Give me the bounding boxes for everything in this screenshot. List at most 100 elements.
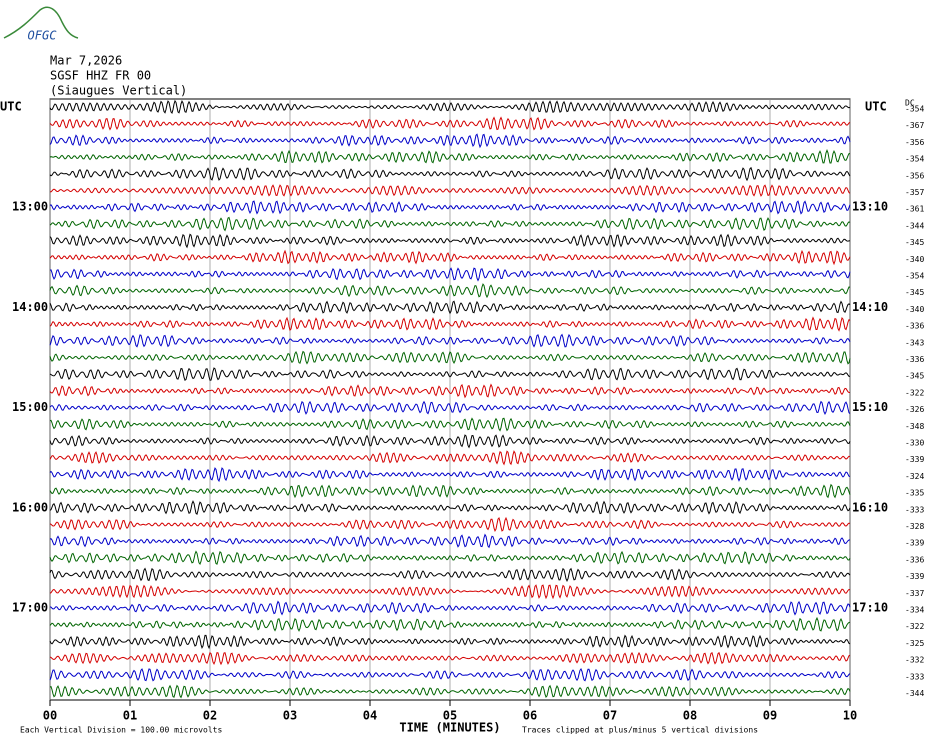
dc-offset: -334 (905, 606, 924, 615)
dc-offset: -345 (905, 372, 924, 381)
trace (49, 567, 851, 582)
dc-offset: -326 (905, 405, 924, 414)
dc-offset: -333 (905, 672, 924, 681)
x-tick-label: 08 (683, 709, 697, 723)
x-tick-label: 09 (763, 709, 777, 723)
right-utc: UTC (865, 100, 887, 114)
left-time: 16:00 (12, 500, 48, 514)
logo: OFGC (28, 29, 58, 43)
left-time: 15:00 (12, 400, 48, 414)
trace (49, 149, 850, 164)
trace (49, 500, 851, 515)
dc-offset: -348 (905, 422, 924, 431)
trace (49, 616, 851, 632)
trace (49, 200, 851, 215)
clip-note: Traces clipped at plus/minus 5 vertical … (522, 726, 758, 735)
x-tick-label: 06 (523, 709, 537, 723)
dc-offset: -354 (905, 105, 924, 114)
trace (49, 417, 851, 432)
x-tick-label: 00 (43, 709, 57, 723)
dc-offset: -339 (905, 455, 924, 464)
dc-offset: -328 (905, 522, 924, 531)
trace (49, 116, 851, 131)
trace (49, 316, 851, 332)
left-time: 14:00 (12, 300, 48, 314)
trace (49, 483, 851, 499)
dc-offset: -332 (905, 656, 924, 665)
dc-offset: -322 (905, 622, 924, 631)
dc-offset: -354 (905, 155, 924, 164)
dc-offset: -345 (905, 288, 924, 297)
x-tick-label: 07 (603, 709, 617, 723)
trace (49, 249, 851, 266)
trace (49, 350, 851, 365)
x-tick-label: 04 (363, 709, 377, 723)
dc-offset: -337 (905, 589, 924, 598)
right-time: 13:10 (852, 200, 888, 214)
dc-offset: -330 (905, 439, 924, 448)
dc-offset: -336 (905, 355, 924, 364)
right-time: 16:10 (852, 500, 888, 514)
location: (Siaugues Vertical) (50, 84, 187, 98)
trace (49, 99, 851, 115)
dc-offset: -339 (905, 572, 924, 581)
date: Mar 7,2026 (50, 54, 122, 68)
trace (49, 634, 851, 650)
dc-offset: -340 (905, 255, 924, 264)
dc-offset: -344 (905, 221, 924, 230)
trace (49, 668, 851, 682)
trace (49, 184, 851, 197)
logo-mark (3, 6, 79, 39)
trace (49, 267, 851, 282)
right-time: 17:10 (852, 601, 888, 615)
trace (49, 434, 851, 449)
right-time: 15:10 (852, 400, 888, 414)
x-tick-label: 01 (123, 709, 137, 723)
x-tick-label: 03 (283, 709, 297, 723)
scale-note: Each Vertical Division = 100.00 microvol… (20, 726, 222, 735)
dc-offset: -356 (905, 171, 924, 180)
trace (49, 166, 851, 182)
dc-offset: -339 (905, 539, 924, 548)
x-tick-label: 02 (203, 709, 217, 723)
dc-offset: -344 (905, 689, 924, 698)
dc-offset: -357 (905, 188, 924, 197)
dc-offset: -356 (905, 138, 924, 147)
dc-offset: -345 (905, 238, 924, 247)
trace (49, 550, 851, 565)
dc-offset: -367 (905, 121, 924, 130)
dc-label: DC (905, 99, 915, 108)
trace (49, 467, 851, 483)
trace (49, 584, 851, 600)
trace (49, 600, 851, 616)
right-time: 14:10 (852, 300, 888, 314)
trace (49, 367, 851, 381)
dc-offset: -343 (905, 338, 924, 347)
dc-offset: -325 (905, 639, 924, 648)
trace (49, 651, 851, 666)
left-time: 13:00 (12, 200, 48, 214)
trace (49, 283, 851, 299)
dc-offset: -322 (905, 388, 924, 397)
trace (49, 133, 851, 149)
dc-offset: -333 (905, 505, 924, 514)
x-tick-label: 10 (843, 709, 857, 723)
x-tick-label: 05 (443, 709, 457, 723)
dc-offset: -340 (905, 305, 924, 314)
trace (49, 533, 851, 549)
trace (49, 400, 851, 416)
dc-offset: -324 (905, 472, 924, 481)
trace (49, 216, 851, 232)
trace (49, 450, 851, 466)
dc-offset: -361 (905, 205, 924, 214)
dc-offset: -354 (905, 272, 924, 281)
dc-offset: -336 (905, 555, 924, 564)
station: SGSF HHZ FR 00 (50, 69, 151, 83)
trace (49, 333, 851, 348)
x-axis-label: TIME (MINUTES) (399, 721, 500, 735)
trace (49, 383, 850, 399)
trace (49, 233, 851, 249)
dc-offset: -335 (905, 489, 924, 498)
left-time: 17:00 (12, 601, 48, 615)
